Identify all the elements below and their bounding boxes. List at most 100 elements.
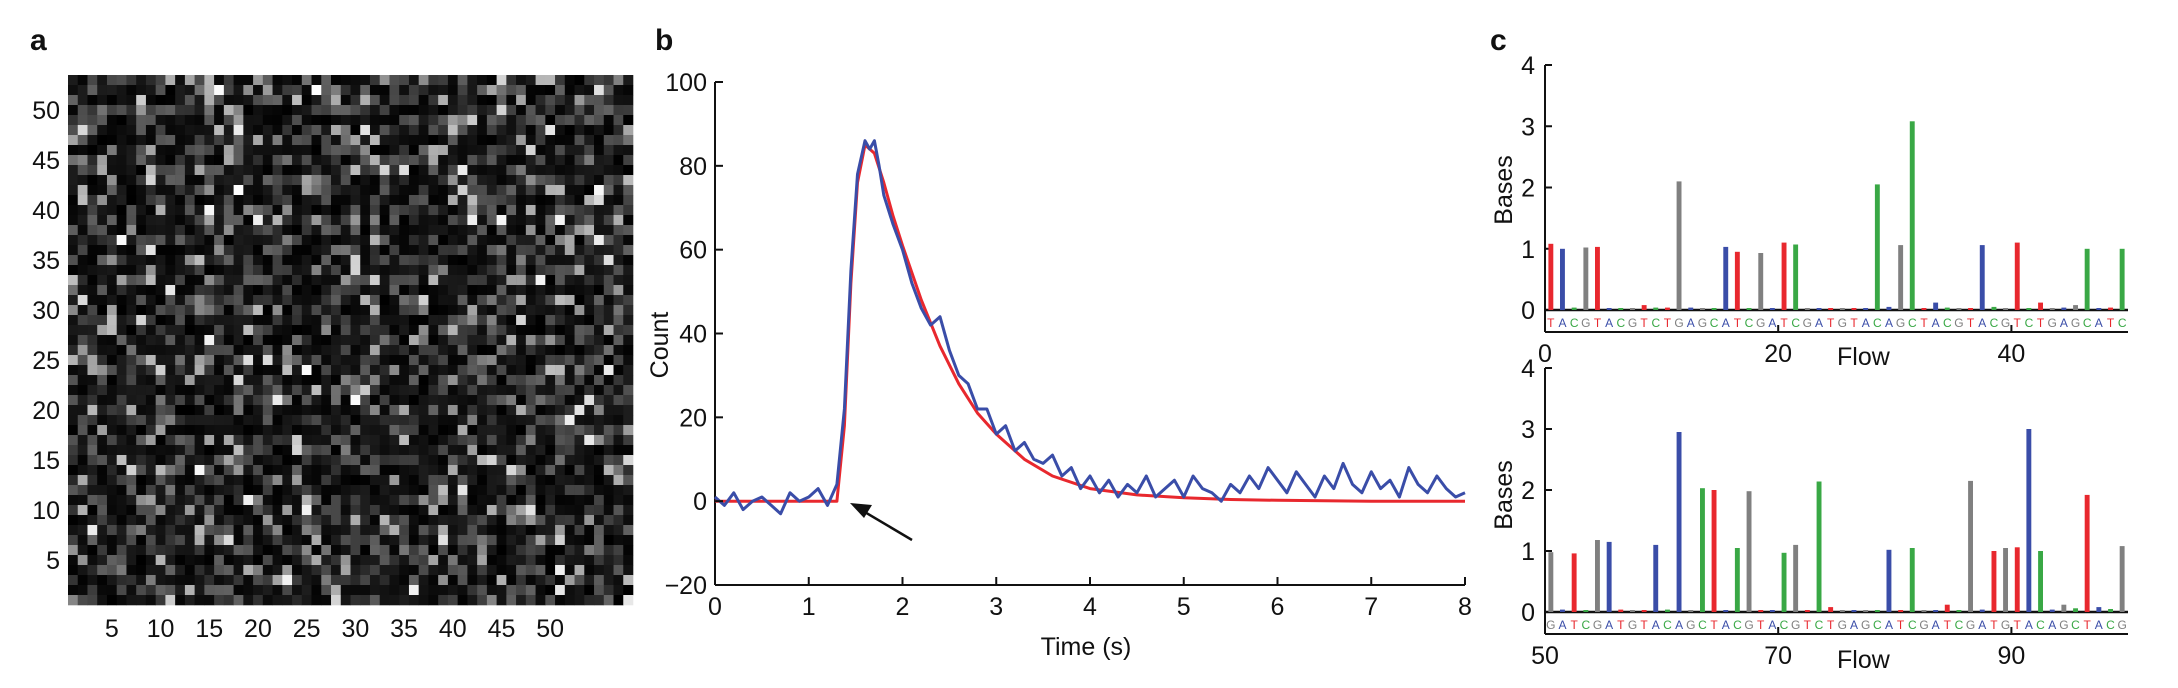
flowgram-bar [1653,307,1659,310]
heatmap-cell [126,225,137,236]
heatmap-cell [457,135,468,146]
heatmap-cell [467,425,478,436]
heatmap-cell [194,365,205,376]
flowgram-base-letter: T [2037,316,2045,330]
flowgram-bar [1921,308,1927,310]
heatmap-cell [214,95,225,106]
heatmap-cell [603,345,614,356]
heatmap-cell [204,295,215,306]
heatmap-cell [106,495,118,506]
heatmap-cell [282,435,293,446]
heatmap-cell [555,155,566,166]
heatmap-cell [418,275,429,286]
heatmap-cell [311,195,322,206]
heatmap-cell [496,525,507,536]
heatmap-cell [233,125,244,136]
heatmap-cell [175,475,186,486]
heatmap-cell [301,235,312,246]
heatmap-cell [262,315,273,326]
heatmap-cell [184,535,195,546]
heatmap-cell [369,155,381,166]
heatmap-cell [379,155,390,166]
heatmap-cell [97,515,108,526]
heatmap-cell [68,475,79,486]
heatmap-cell [564,75,575,86]
heatmap-cell [545,405,556,416]
heatmap-cell [331,335,342,346]
heatmap-cell [623,225,634,236]
heatmap-cell [506,415,517,426]
heatmap-cell [272,245,283,256]
heatmap-cell [253,305,264,316]
flowgram-base-letter: G [2048,316,2057,330]
heatmap-cell [399,165,410,176]
flowgram-base-letter: C [1616,316,1625,330]
heatmap-cell [214,465,225,476]
heatmap-cell [418,495,429,506]
heatmap-cell [311,285,322,296]
heatmap-cell [603,545,614,556]
flowgram-base-letter: A [1605,316,1613,330]
heatmap-cell [555,225,566,236]
heatmap-cell [574,245,585,256]
heatmap-cell [457,255,468,266]
heatmap-cell [535,295,546,306]
heatmap-cell [574,305,585,316]
heatmap-cell [223,505,234,516]
heatmap-cell [106,535,118,546]
flowgram-base-letter: T [2014,316,2022,330]
heatmap-cell [496,155,507,166]
heatmap-cell [564,465,575,476]
heatmap-cell [613,165,624,176]
heatmap-cell [145,575,156,586]
heatmap-cell [136,545,147,556]
heatmap-cell [223,345,234,356]
heatmap-cell [389,585,400,596]
heatmap-cell [136,495,147,506]
heatmap-cell [525,325,536,336]
heatmap-cell [233,205,244,216]
heatmap-cell [623,85,634,96]
heatmap-cell [564,385,575,396]
heatmap-cell [77,405,88,416]
heatmap-cell [116,75,127,86]
heatmap-cell [379,135,390,146]
heatmap-cell [145,515,156,526]
heatmap-cell [97,525,108,536]
panel-label-c: c [1490,24,1507,57]
heatmap-cell [613,395,624,406]
heatmap-cell [525,565,536,576]
heatmap-cell [136,525,147,536]
heatmap-cell [301,145,312,156]
heatmap-cell [126,165,137,176]
heatmap-cell [77,455,88,466]
flowgram-base-letter: G [1686,618,1695,632]
heatmap-cell [204,155,215,166]
heatmap-cell [389,555,400,566]
heatmap-cell [584,505,595,516]
heatmap-cell [301,165,312,176]
heatmap-cell [282,565,293,576]
heatmap-cell [584,215,595,226]
heatmap-cell [564,405,575,416]
heatmap-cell [214,285,225,296]
heatmap-cell [145,555,156,566]
heatmap-cell [525,85,536,96]
heatmap-cell [418,305,429,316]
heatmap-cell [535,165,546,176]
heatmap-x-tick: 35 [390,615,418,643]
heatmap-cell [272,275,283,286]
heatmap-cell [467,275,478,286]
heatmap-cell [292,465,303,476]
heatmap-cell [214,475,225,486]
heatmap-cell [574,375,585,386]
heatmap-cell [399,365,410,376]
heatmap-cell [223,315,234,326]
heatmap-cell [360,405,371,416]
heatmap-cell [87,515,98,526]
heatmap-cell [253,255,264,266]
heatmap-cell [564,575,575,586]
flowgram-bar [2061,307,2067,310]
heatmap-cell [204,585,215,596]
